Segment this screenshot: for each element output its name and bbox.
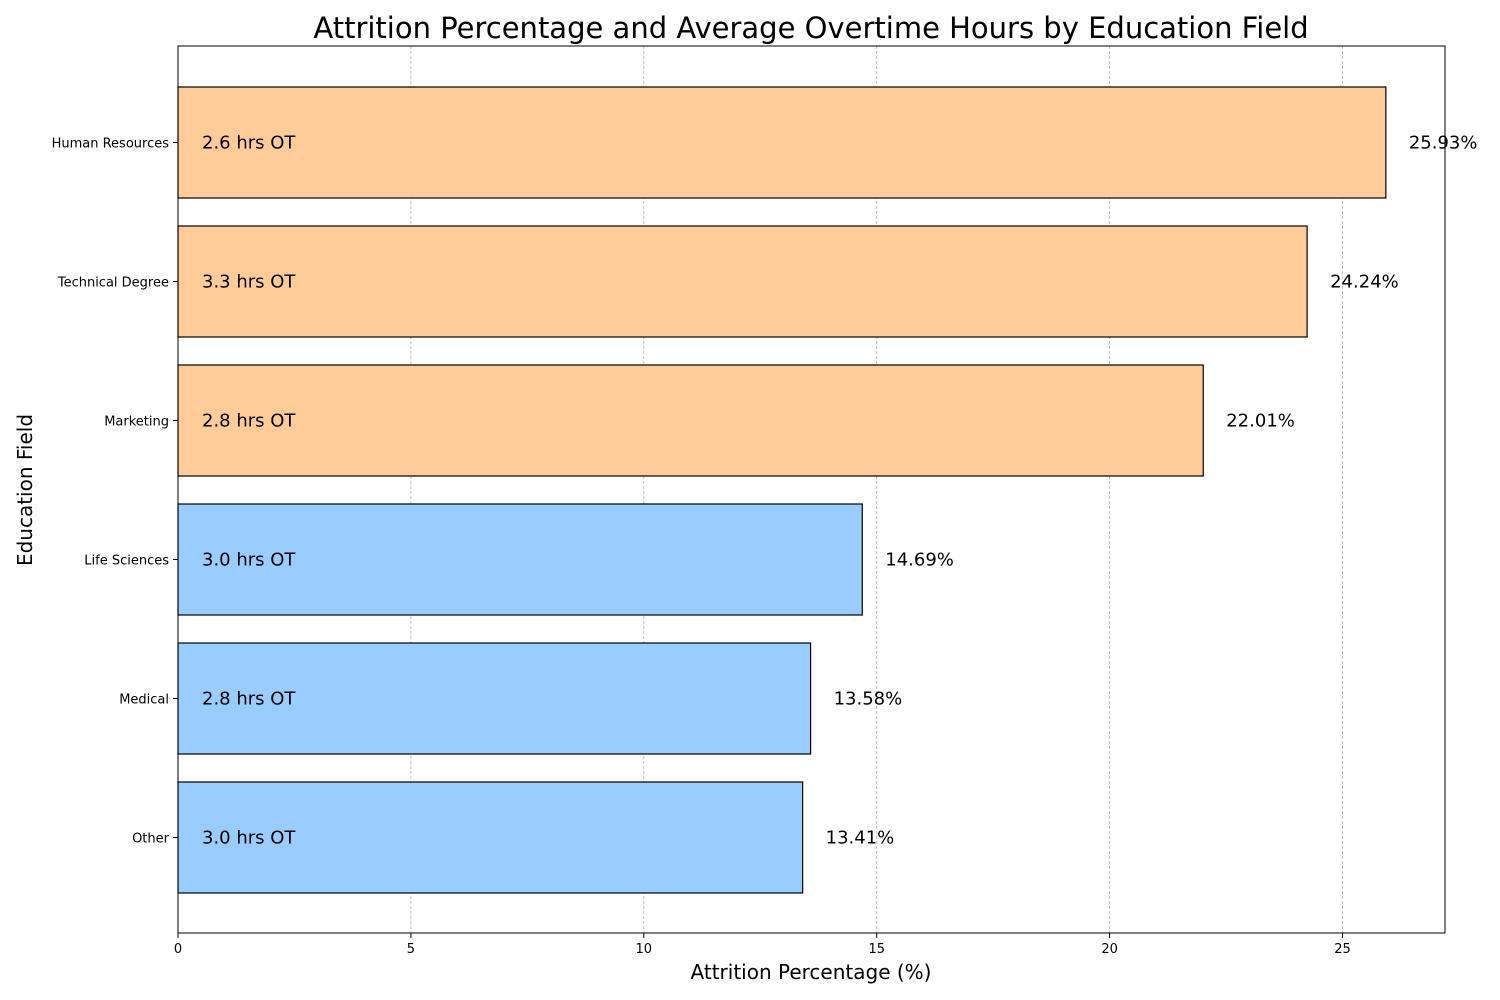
overtime-label-2: 2.8 hrs OT <box>202 411 296 432</box>
y-tick-label-1: Technical Degree <box>57 276 169 291</box>
x-tick-label-3: 15 <box>868 942 885 957</box>
y-tick-label-0: Human Resources <box>52 137 170 152</box>
y-axis-ticks: Human Resources Technical Degree Marketing… <box>52 137 178 847</box>
overtime-label-3: 3.0 hrs OT <box>202 550 296 571</box>
x-tick-label-2: 10 <box>636 942 653 957</box>
overtime-label-4: 2.8 hrs OT <box>202 689 296 710</box>
bar-2 <box>177 364 1204 477</box>
bar-4 <box>177 642 812 755</box>
x-tick-label-0: 0 <box>174 942 182 957</box>
y-tick-label-2: Marketing <box>104 415 169 430</box>
overtime-label-0: 2.6 hrs OT <box>202 133 296 154</box>
x-axis-ticks: 0 5 10 15 20 25 <box>174 933 1351 957</box>
x-axis-label: Attrition Percentage (%) <box>691 960 932 984</box>
overtime-label-5: 3.0 hrs OT <box>202 828 296 849</box>
y-tick-label-3: Life Sciences <box>84 554 169 569</box>
y-axis-label: Education Field <box>13 414 37 566</box>
bar-1 <box>177 225 1308 338</box>
value-label-0: 25.93% <box>1409 133 1478 154</box>
value-label-1: 24.24% <box>1330 272 1399 293</box>
value-label-4: 13.58% <box>834 689 903 710</box>
x-tick-label-5: 25 <box>1334 942 1351 957</box>
overtime-label-1: 3.3 hrs OT <box>202 272 296 293</box>
y-tick-label-5: Other <box>132 832 170 847</box>
bar-5 <box>177 781 804 894</box>
chart-title: Attrition Percentage and Average Overtim… <box>313 11 1308 45</box>
bar-3 <box>177 503 863 616</box>
y-tick-label-4: Medical <box>119 693 169 708</box>
plot-frame <box>177 45 1446 934</box>
bar-0 <box>177 86 1387 199</box>
value-label-5: 13.41% <box>826 828 895 849</box>
x-tick-label-4: 20 <box>1101 942 1118 957</box>
bars: 2.6 hrs OT 25.93% 3.3 hrs OT 24.24% 2.8 hrs … <box>177 86 1478 894</box>
x-tick-label-1: 5 <box>407 942 415 957</box>
value-label-2: 22.01% <box>1226 411 1295 432</box>
value-label-3: 14.69% <box>885 550 954 571</box>
